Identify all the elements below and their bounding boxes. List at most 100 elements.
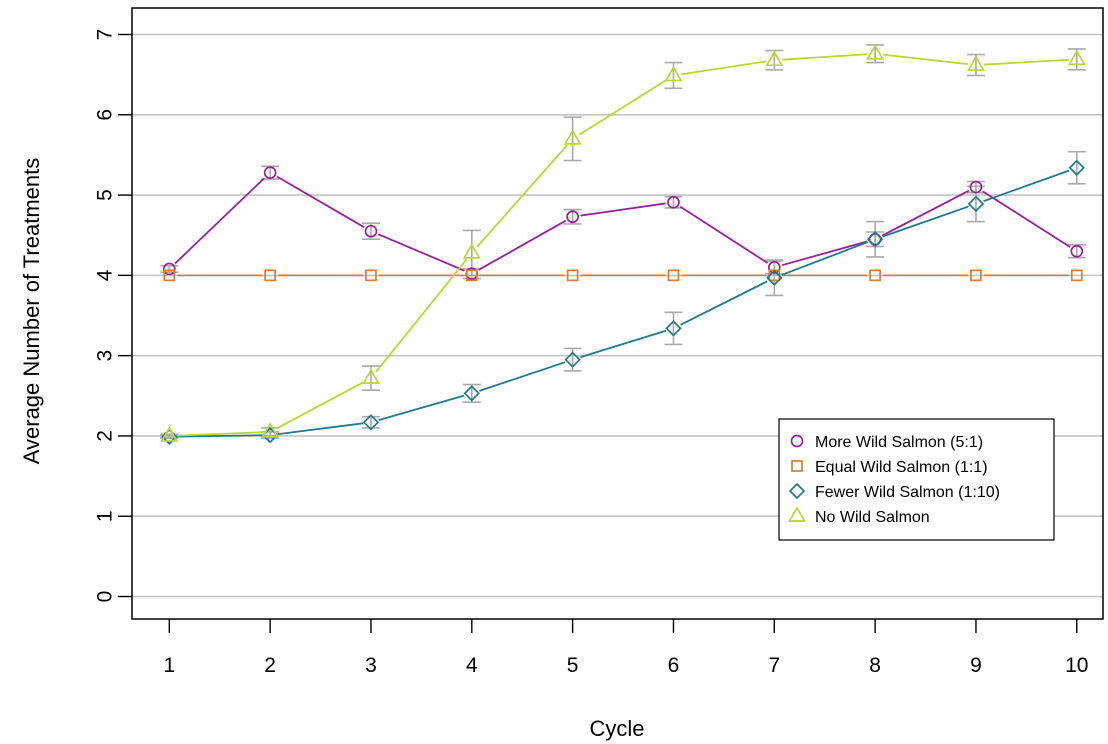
series-line-segment [983,169,1070,203]
data-point [362,414,380,431]
data-point [869,269,881,282]
x-tick-label: 6 [668,654,680,677]
series-line-segment [174,177,265,265]
data-point [163,269,176,282]
y-tick-label: 0 [94,591,117,603]
data-point [563,129,582,145]
data-point [160,426,179,442]
data-point [261,422,280,438]
data-point [1067,49,1086,66]
series-line-segment [276,381,365,429]
series-line-segment [375,258,468,373]
series-line-segment [781,241,868,276]
series-line-segment [782,53,868,61]
legend-label-more-wild: More Wild Salmon (5:1) [815,434,983,451]
series-1 [163,269,1083,282]
data-point [866,44,885,60]
series-line-segment [276,175,365,228]
data-point [866,231,884,248]
y-axis-title: Average Number of Treatments [19,158,44,465]
data-point [967,195,985,213]
legend-label-fewer-wild: Fewer Wild Salmon (1:10) [815,484,1000,501]
series-line-segment [679,205,769,264]
legend: More Wild Salmon (5:1) Equal Wild Salmon… [778,418,1055,541]
x-axis: 1 2 3 4 5 6 7 8 9 10 [163,619,1088,677]
legend-label-equal-wild: Equal Wild Salmon (1:1) [815,459,988,476]
y-tick-label: 6 [94,109,117,121]
series-line-segment [478,219,567,271]
series-0 [162,166,1084,281]
data-point [162,262,176,276]
legend-marker [790,434,804,448]
data-point [767,260,781,274]
data-point [564,351,581,368]
series-line-segment [378,394,465,421]
data-point [264,269,276,282]
series-line-segment [479,361,566,392]
data-point [1070,269,1083,282]
series-line-segment [881,189,970,237]
data-point [566,210,579,224]
data-point [966,55,985,71]
y-tick-label: 5 [94,189,117,201]
plot-frame [131,7,1104,620]
series-line-segment [580,329,667,359]
data-point [465,269,478,282]
legend-marker [791,460,803,472]
series-line-segment [882,53,969,66]
data-point [263,166,277,179]
series-line-segment [177,434,263,438]
series-line-segment [377,233,465,272]
y-tick-label: 2 [94,430,117,442]
data-point [463,385,481,402]
series-line-segment [781,240,868,267]
series-line-segment [680,280,768,326]
data-point [364,224,378,238]
series-layer [160,44,1086,445]
x-tick-label: 7 [768,654,780,677]
legend-label-no-wild: No Wild Salmon [815,509,930,526]
data-point [361,368,380,384]
series-line-segment [882,205,969,238]
data-point [765,50,784,67]
data-point [766,269,783,286]
x-tick-label: 10 [1065,654,1088,677]
data-point [1068,159,1085,176]
series-line-segment [580,202,666,217]
legend-marker [788,506,806,522]
data-point [566,269,579,282]
y-axis: 0 1 2 3 4 5 6 7 [94,29,132,603]
data-point [462,243,481,259]
legend-box [778,418,1055,541]
y-tick-label: 3 [94,350,117,362]
x-axis-title: Cycle [589,716,644,741]
error-bars [160,44,1086,440]
data-point [667,269,680,282]
series-line-segment [177,431,263,437]
data-point [1070,244,1084,258]
x-tick-label: 3 [365,654,377,677]
y-tick-label: 7 [94,29,117,41]
y-tick-label: 1 [94,510,117,522]
x-tick-label: 8 [869,654,881,677]
series-line-segment [681,60,767,76]
series-line-segment [982,190,1071,248]
data-point [665,320,682,337]
data-point [868,232,882,246]
series-line-segment [578,78,668,136]
y-tick-label: 4 [94,269,117,281]
series-line-segment [277,422,364,436]
data-point [664,65,683,82]
x-tick-label: 5 [567,654,579,677]
x-tick-label: 9 [970,654,982,677]
x-tick-label: 4 [466,654,478,677]
series-line-segment [476,144,569,248]
series-line-segment [983,58,1069,66]
data-point [969,180,983,194]
legend-marker [788,482,806,500]
data-point [667,195,680,209]
series-3 [160,44,1086,442]
x-tick-label: 2 [264,654,276,677]
data-point [970,269,982,282]
